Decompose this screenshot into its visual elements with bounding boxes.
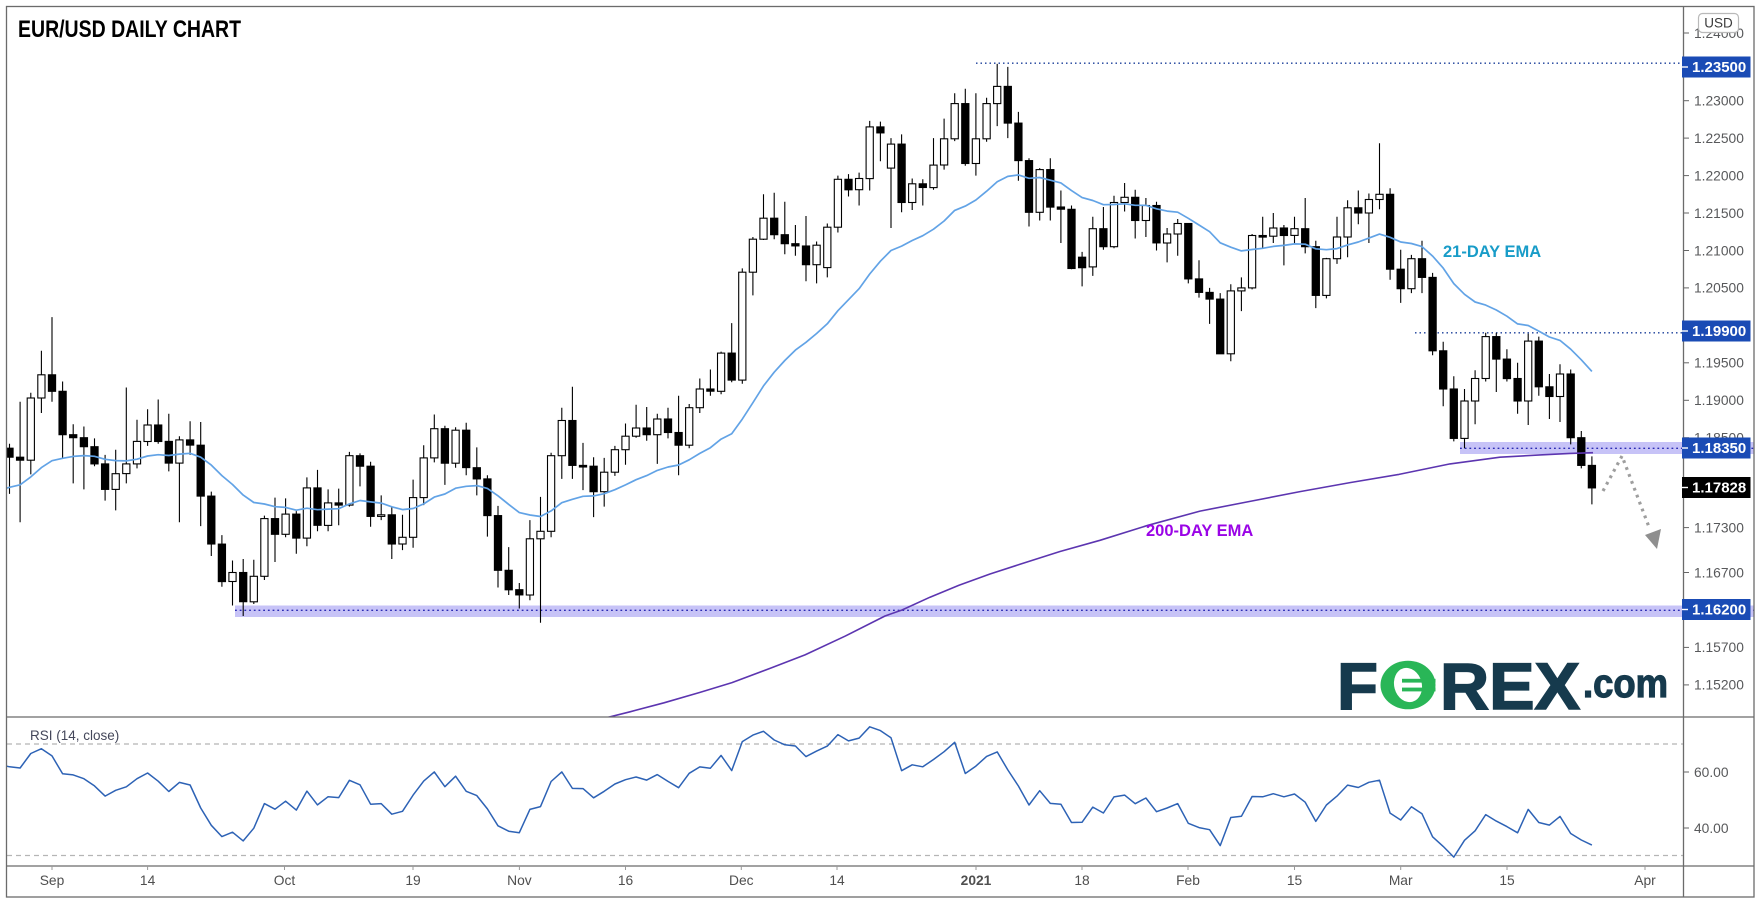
svg-text:1.17828: 1.17828 xyxy=(1692,480,1746,497)
svg-text:1.22000: 1.22000 xyxy=(1694,168,1744,183)
svg-text:1.19000: 1.19000 xyxy=(1694,393,1744,408)
svg-text:Apr: Apr xyxy=(1634,873,1656,888)
svg-text:1.18350: 1.18350 xyxy=(1692,440,1746,457)
svg-text:16: 16 xyxy=(618,873,634,888)
svg-text:15: 15 xyxy=(1499,873,1515,888)
svg-text:1.23000: 1.23000 xyxy=(1694,94,1744,109)
svg-text:15: 15 xyxy=(1287,873,1303,888)
svg-text:1.20500: 1.20500 xyxy=(1694,281,1744,296)
svg-text:1.19500: 1.19500 xyxy=(1694,356,1744,371)
svg-text:1.22500: 1.22500 xyxy=(1694,131,1744,146)
svg-text:Oct: Oct xyxy=(274,873,296,888)
svg-text:1.19900: 1.19900 xyxy=(1692,323,1746,340)
svg-text:EUR/USD DAILY CHART: EUR/USD DAILY CHART xyxy=(18,16,241,43)
svg-text:1.15200: 1.15200 xyxy=(1694,678,1744,693)
svg-text:18: 18 xyxy=(1074,873,1090,888)
svg-text:1.23500: 1.23500 xyxy=(1692,59,1746,76)
svg-text:19: 19 xyxy=(405,873,421,888)
svg-text:14: 14 xyxy=(829,873,845,888)
svg-text:Dec: Dec xyxy=(729,873,754,888)
svg-text:1.21500: 1.21500 xyxy=(1694,206,1744,221)
svg-text:1.17300: 1.17300 xyxy=(1694,520,1744,535)
svg-text:21-DAY EMA: 21-DAY EMA xyxy=(1443,243,1541,261)
svg-text:RSI (14, close): RSI (14, close) xyxy=(30,728,119,743)
svg-text:1.15700: 1.15700 xyxy=(1694,640,1744,655)
svg-text:60.00: 60.00 xyxy=(1694,765,1729,780)
svg-text:1.16200: 1.16200 xyxy=(1692,602,1746,619)
svg-text:.com: .com xyxy=(1583,662,1668,706)
svg-text:USD: USD xyxy=(1704,16,1733,31)
svg-text:Mar: Mar xyxy=(1389,873,1413,888)
svg-text:1.21000: 1.21000 xyxy=(1694,243,1744,258)
svg-text:200-DAY EMA: 200-DAY EMA xyxy=(1146,522,1253,540)
svg-text:14: 14 xyxy=(140,873,156,888)
svg-text:1.16700: 1.16700 xyxy=(1694,565,1744,580)
svg-text:F: F xyxy=(1337,649,1378,723)
svg-text:40.00: 40.00 xyxy=(1694,821,1729,836)
svg-text:Nov: Nov xyxy=(507,873,532,888)
svg-text:REX: REX xyxy=(1440,649,1580,723)
svg-text:2021: 2021 xyxy=(961,873,992,888)
svg-text:Feb: Feb xyxy=(1176,873,1200,888)
svg-text:Sep: Sep xyxy=(40,873,65,888)
